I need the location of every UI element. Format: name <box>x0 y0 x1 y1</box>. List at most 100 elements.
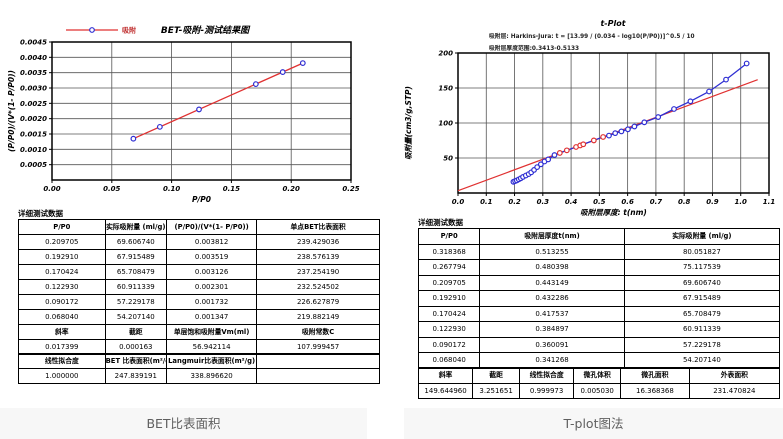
y-tick-label: 200 <box>438 50 453 58</box>
table-row: 0.318368 0.513255 80.051827 <box>417 243 781 260</box>
legend: 吸附 <box>66 26 136 35</box>
table-header-cell: 线性拟合度 <box>519 367 575 384</box>
x-tick-label: 0.05 <box>103 185 120 193</box>
table-row: 0.068040 0.341268 54.207140 <box>417 352 781 369</box>
x-tick-label: 0.20 <box>283 185 300 193</box>
table-header-cell: P/P0 <box>18 219 106 235</box>
table-cell: 247.839191 <box>104 368 167 384</box>
x-axis-label: P/P0 <box>192 195 211 204</box>
table-cell: 0.443149 <box>479 274 625 291</box>
table-cell: 65.708479 <box>104 264 167 280</box>
data-point <box>534 164 541 171</box>
y-tick-label: 150 <box>438 85 453 93</box>
table-cell: 0.999973 <box>519 382 575 399</box>
table-cell: 67.915489 <box>104 249 167 265</box>
table-cell: 0.003519 <box>165 249 258 265</box>
x-tick-label: 0.7 <box>650 198 663 206</box>
table-row: 0.192910 67.915489 0.003519 238.576139 <box>18 249 380 265</box>
table-cell: 1.000000 <box>18 368 106 384</box>
data-point <box>130 135 137 142</box>
table-cell: 238.576139 <box>256 249 380 265</box>
table-cell: 0.209705 <box>417 274 481 291</box>
data-point <box>89 27 95 33</box>
bet-caption: BET比表面积 <box>0 408 367 439</box>
data-point <box>580 141 587 148</box>
x-tick-label: 0.10 <box>163 185 180 193</box>
data-point <box>563 147 570 154</box>
chart-subtitle: 吸附层厚度范围:0.3413-0.5133 <box>489 44 579 52</box>
chart-title: BET-吸附-测试结果图 <box>161 25 251 36</box>
tplot-caption: T-plot图法 <box>404 408 783 439</box>
table-header-cell: 吸附层厚度t(nm) <box>479 228 625 245</box>
table-cell: 57.229178 <box>104 294 167 310</box>
table-cell: 3.251651 <box>472 382 521 399</box>
table-header-cell: 单点BET比表面积 <box>256 219 380 235</box>
bet-data-table: P/P0 实际吸附量 (ml/g) (P/P0)/(V*(1- P/P0)) 单点BE… <box>18 219 380 384</box>
table-cell: 0.360091 <box>479 336 625 353</box>
table-header-cell: 微孔体积 <box>573 367 622 384</box>
table-cell: 56.942114 <box>165 338 258 355</box>
x-tick-label: 0.5 <box>593 198 606 206</box>
table-cell: 0.003126 <box>165 264 258 280</box>
table-row: 0.017399 0.000163 56.942114 107.999457 <box>18 338 380 355</box>
table-header-row: 斜率 截距 线性拟合度 微孔体积 微孔面积 外表面积 <box>417 367 781 384</box>
x-tick-label: 0.15 <box>223 185 240 193</box>
table-header-row: P/P0 吸附层厚度t(nm) 实际吸附量 (ml/g) <box>417 228 781 245</box>
table-header-cell <box>256 353 380 369</box>
table-cell: 57.229178 <box>623 336 781 353</box>
axes <box>49 41 352 183</box>
table-cell: 0.002301 <box>165 279 258 295</box>
x-tick-label: 0.25 <box>342 185 359 193</box>
data-point <box>590 137 597 144</box>
grid <box>457 52 770 193</box>
table-cell: 239.429036 <box>256 234 380 250</box>
x-tick-label: 0.0 <box>452 198 465 206</box>
data-point <box>618 128 625 135</box>
table-header-cell: 单层饱和吸附量Vm(ml) <box>165 323 258 340</box>
table-cell: 0.432286 <box>479 290 625 307</box>
y-tick-label: 0.0030 <box>20 85 47 93</box>
table-cell: 0.068040 <box>18 309 106 325</box>
tick-labels: 0.00 0.05 0.10 0.15 0.20 0.25 0.0005 0.0010 0.00… <box>20 39 360 194</box>
table-header-cell: Langmuir比表面积(m²/g) <box>165 353 258 369</box>
table-cell: 60.911339 <box>623 321 781 338</box>
table-cell: 0.005030 <box>573 382 622 399</box>
table-cell: 65.708479 <box>623 305 781 322</box>
y-tick-label: 0.0005 <box>20 161 47 169</box>
grid <box>51 41 352 180</box>
x-tick-label: 0.3 <box>537 198 550 206</box>
y-axis-label: (P/P0)/(V*(1- P/P0)) <box>7 70 16 152</box>
data-point <box>625 126 631 133</box>
data-point <box>612 130 619 137</box>
table-cell: 67.915489 <box>623 290 781 307</box>
table-header-row: P/P0 实际吸附量 (ml/g) (P/P0)/(V*(1- P/P0)) 单点BE… <box>18 219 380 235</box>
bet-section-label: 详细测试数据 <box>18 209 63 218</box>
data-point <box>743 60 750 67</box>
table-cell: 0.384897 <box>479 321 625 338</box>
table-header-cell: 线性拟合度 <box>18 353 106 369</box>
table-cell: 16.368368 <box>620 382 690 399</box>
data-point <box>671 106 677 112</box>
tplot-panel: 0.0 0.1 0.2 0.3 0.4 0.5 0.6 0.7 0.8 0.9 1.0 1.1 50 10… <box>391 0 783 439</box>
table-cell: 0.192910 <box>18 249 106 265</box>
tplot-section-label: 详细测试数据 <box>418 218 463 227</box>
x-tick-label: 0.1 <box>480 198 493 206</box>
table-cell: 69.606740 <box>104 234 167 250</box>
data-point <box>537 161 544 168</box>
tplot-table-section-1: P/P0 吸附层厚度t(nm) 实际吸附量 (ml/g) 0.318368 0.5132… <box>417 228 781 369</box>
table-row: 0.090172 0.360091 57.229178 <box>417 336 781 353</box>
data-point <box>252 81 259 88</box>
table-header-cell: 截距 <box>472 367 521 384</box>
table-cell: 237.254190 <box>256 264 380 280</box>
table-row: 0.192910 0.432286 67.915489 <box>417 290 781 307</box>
x-tick-label: 1.1 <box>763 198 776 206</box>
table-cell: 0.417537 <box>479 305 625 322</box>
table-header-cell: 斜率 <box>18 323 106 340</box>
x-tick-label: 1.0 <box>735 198 748 206</box>
bet-points <box>130 60 306 142</box>
table-row: 0.170424 65.708479 0.003126 237.254190 <box>18 264 380 280</box>
table-header-cell: 微孔面积 <box>620 367 690 384</box>
table-cell: 226.627879 <box>256 294 380 310</box>
data-point <box>600 134 607 140</box>
